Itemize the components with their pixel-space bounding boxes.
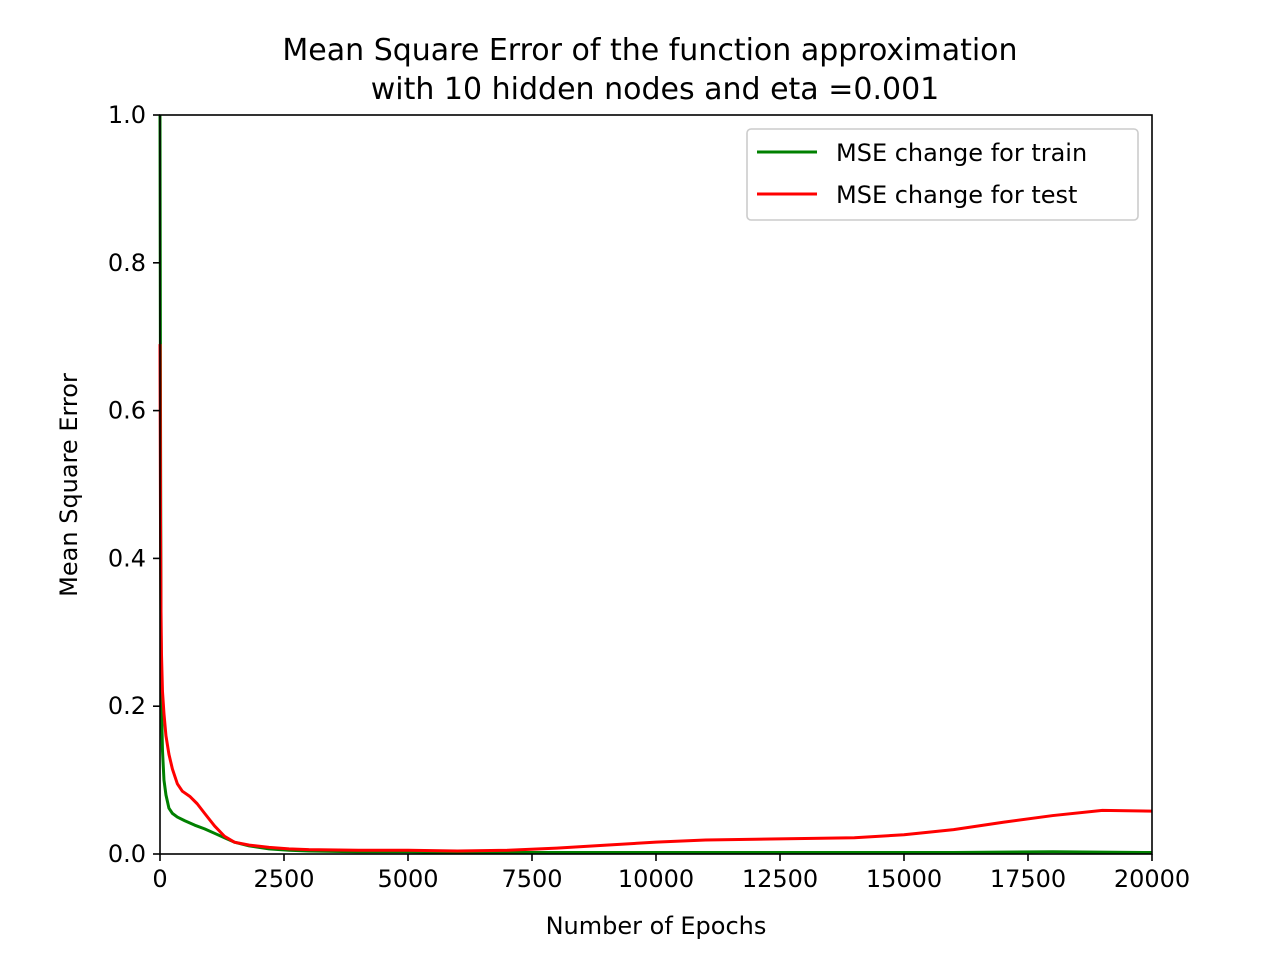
y-axis-label: Mean Square Error (55, 373, 83, 597)
x-tick-label: 10000 (618, 865, 694, 893)
y-axis-ticks: 0.0 0.2 0.4 0.6 0.8 1.0 (108, 101, 160, 868)
x-tick-label: 12500 (742, 865, 818, 893)
x-tick-label: 7500 (501, 865, 562, 893)
x-tick-label: 5000 (377, 865, 438, 893)
x-tick-label: 2500 (253, 865, 314, 893)
x-tick-label: 15000 (866, 865, 942, 893)
x-axis-ticks: 0 2500 5000 7500 10000 12500 15000 17500 20000 (152, 854, 1190, 893)
legend: MSE change for train MSE change for test (746, 128, 1139, 221)
y-tick-label: 0.2 (108, 692, 146, 720)
legend-label-train: MSE change for train (836, 139, 1087, 167)
x-tick-label: 0 (152, 865, 167, 893)
x-tick-label: 20000 (1114, 865, 1190, 893)
y-tick-label: 0.8 (108, 249, 146, 277)
x-axis-label: Number of Epochs (546, 912, 767, 940)
x-tick-label: 17500 (990, 865, 1066, 893)
y-tick-label: 0.0 (108, 840, 146, 868)
legend-label-test: MSE change for test (836, 181, 1077, 209)
y-tick-label: 0.6 (108, 397, 146, 425)
y-tick-label: 0.4 (108, 544, 146, 572)
series-line-test (158, 344, 1153, 853)
series-layer (158, 114, 1153, 855)
legend-box (746, 128, 1139, 221)
chart-title-line1: Mean Square Error of the function approx… (282, 33, 1017, 68)
y-tick-label: 1.0 (108, 101, 146, 129)
chart-title-line2: with 10 hidden nodes and eta =0.001 (371, 72, 940, 107)
